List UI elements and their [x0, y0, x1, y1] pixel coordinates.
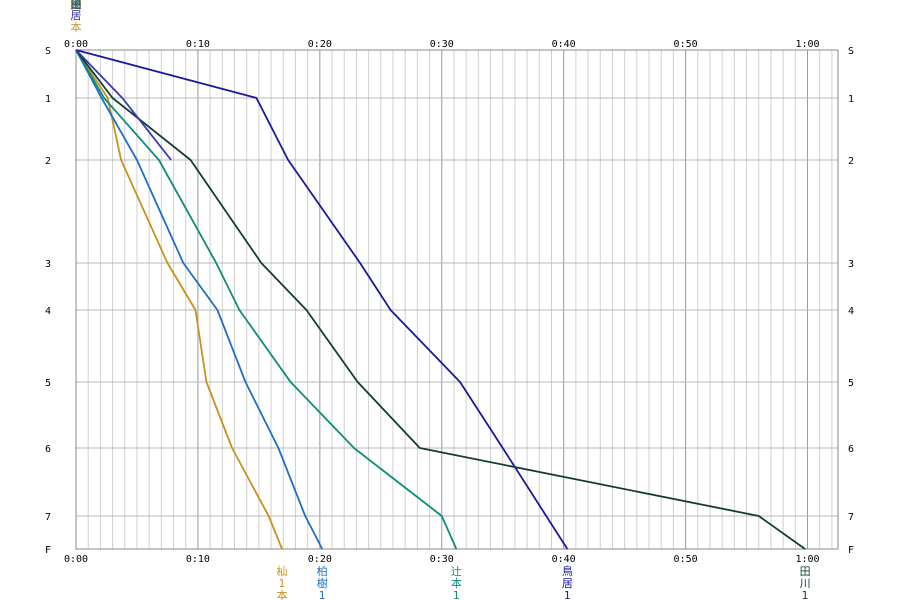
chart-axes: 0:00 0:00 0:10 0:10 0:20 0:20 0:30 0:30 0:40 0:40… — [45, 39, 854, 565]
y-tick-label-left: 1 — [45, 94, 51, 105]
runner-label: 川 — [800, 577, 811, 590]
series-line-0 — [75, 49, 283, 550]
runner-label: 1 — [802, 589, 809, 600]
start-stack-label: 居 — [71, 9, 82, 22]
start-stack-label: 鳥 — [71, 0, 82, 11]
runner-label: 1 — [564, 589, 571, 600]
y-tick-label-right: 7 — [848, 512, 854, 523]
x-tick-label-top: 0:10 — [186, 39, 210, 50]
x-tick-label-top: 0:50 — [674, 39, 698, 50]
runner-label: 本 — [451, 576, 462, 590]
runner-label: 柏 — [317, 564, 328, 578]
y-tick-label-left: F — [45, 545, 51, 556]
x-tick-label-bottom: 0:40 — [552, 554, 576, 565]
start-stack-label: 田 — [71, 0, 82, 11]
x-tick-label-top: 0:00 — [64, 39, 88, 50]
runner-label: 本 — [277, 588, 288, 600]
plot-frame — [75, 49, 839, 550]
runner-label: 鳥 — [562, 564, 573, 578]
runner-label: 田 — [800, 565, 811, 578]
chart-grid — [75, 49, 838, 550]
y-tick-label-left: 7 — [45, 512, 51, 523]
x-tick-label-bottom: 0:20 — [308, 554, 332, 565]
y-tick-label-left: S — [45, 46, 51, 57]
y-tick-label-right: 5 — [848, 378, 854, 389]
y-tick-label-right: 3 — [848, 259, 854, 270]
x-tick-label-top: 0:30 — [430, 39, 454, 50]
x-tick-label-top: 1:00 — [795, 39, 819, 50]
y-tick-label-right: S — [848, 46, 854, 57]
series-line-5 — [75, 49, 172, 161]
x-tick-label-bottom: 0:10 — [186, 554, 210, 565]
series-line-2 — [75, 49, 458, 550]
runner-label: 1 — [319, 589, 326, 600]
chart-series-group — [75, 49, 806, 550]
runner-label: 居 — [562, 577, 573, 590]
series-line-1 — [75, 49, 324, 550]
start-stack-label: 辻 — [71, 0, 82, 11]
x-tick-label-top: 0:40 — [552, 39, 576, 50]
x-tick-label-bottom: 0:30 — [430, 554, 454, 565]
y-tick-label-right: 6 — [848, 444, 854, 455]
y-tick-label-left: 6 — [45, 444, 51, 455]
x-tick-label-top: 0:20 — [308, 39, 332, 50]
x-tick-label-bottom: 0:50 — [674, 554, 698, 565]
y-tick-label-right: 2 — [848, 156, 854, 167]
x-tick-label-bottom: 0:00 — [64, 554, 88, 565]
y-tick-label-left: 4 — [45, 306, 51, 317]
y-tick-label-left: 3 — [45, 259, 51, 270]
runner-label: 杣 — [277, 564, 288, 578]
start-stack-label: 杣 — [71, 0, 82, 11]
y-tick-label-left: 2 — [45, 156, 51, 167]
runner-label: 1 — [279, 577, 286, 590]
start-stack-label: 本 — [71, 20, 82, 34]
y-tick-label-right: F — [848, 545, 854, 556]
start-stack-label: 柏 — [71, 0, 82, 11]
runner-label: 1 — [453, 589, 460, 600]
runner-label: 樹 — [317, 577, 328, 590]
y-tick-label-right: 1 — [848, 94, 854, 105]
runner-label: 辻 — [451, 564, 462, 578]
x-tick-label-bottom: 1:00 — [795, 554, 819, 565]
y-tick-label-left: 5 — [45, 378, 51, 389]
y-tick-label-right: 4 — [848, 306, 854, 317]
series-line-3 — [75, 49, 569, 550]
